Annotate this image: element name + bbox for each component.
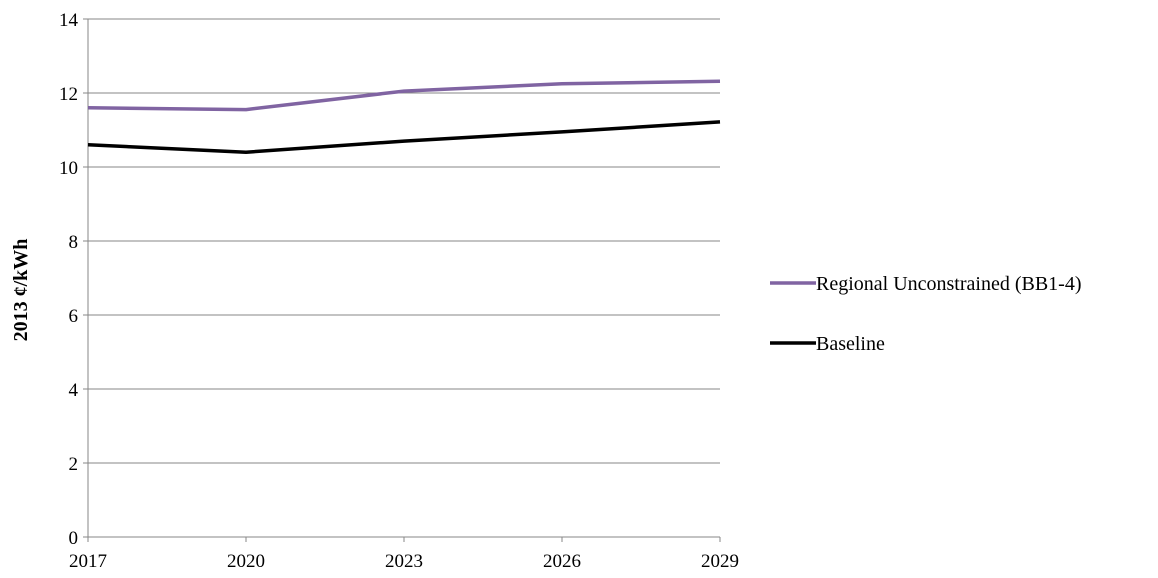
legend-label: Baseline (816, 333, 885, 355)
y-tick-label: 10 (59, 158, 78, 179)
y-tick-labels: 0 2 4 6 8 10 12 14 (59, 10, 79, 549)
legend: Regional Unconstrained (BB1-4) Baseline (770, 273, 1082, 355)
x-tick-label: 2017 (69, 551, 107, 572)
legend-label: Regional Unconstrained (BB1-4) (816, 273, 1082, 295)
y-tick-label: 8 (69, 232, 79, 253)
legend-item: Regional Unconstrained (BB1-4) (770, 273, 1082, 295)
y-tick-label: 0 (69, 528, 79, 549)
legend-item: Baseline (770, 333, 885, 355)
x-tick-label: 2020 (227, 551, 265, 572)
x-tick-label: 2026 (543, 551, 581, 572)
y-tick-label: 14 (59, 10, 79, 31)
series-lines (87, 79, 721, 154)
series-line-2 (87, 120, 721, 154)
axes (83, 18, 721, 542)
series-line-1 (87, 79, 721, 112)
y-tick-label: 12 (59, 84, 78, 105)
x-tick-labels: 2017 2020 2023 2026 2029 (69, 551, 739, 572)
gridlines (88, 18, 720, 464)
y-tick-label: 2 (69, 454, 79, 475)
y-axis-title: 2013 ¢/kWh (10, 239, 32, 342)
x-tick-label: 2029 (701, 551, 739, 572)
y-tick-label: 6 (69, 306, 79, 327)
y-tick-label: 4 (69, 380, 79, 401)
x-tick-label: 2023 (385, 551, 423, 572)
